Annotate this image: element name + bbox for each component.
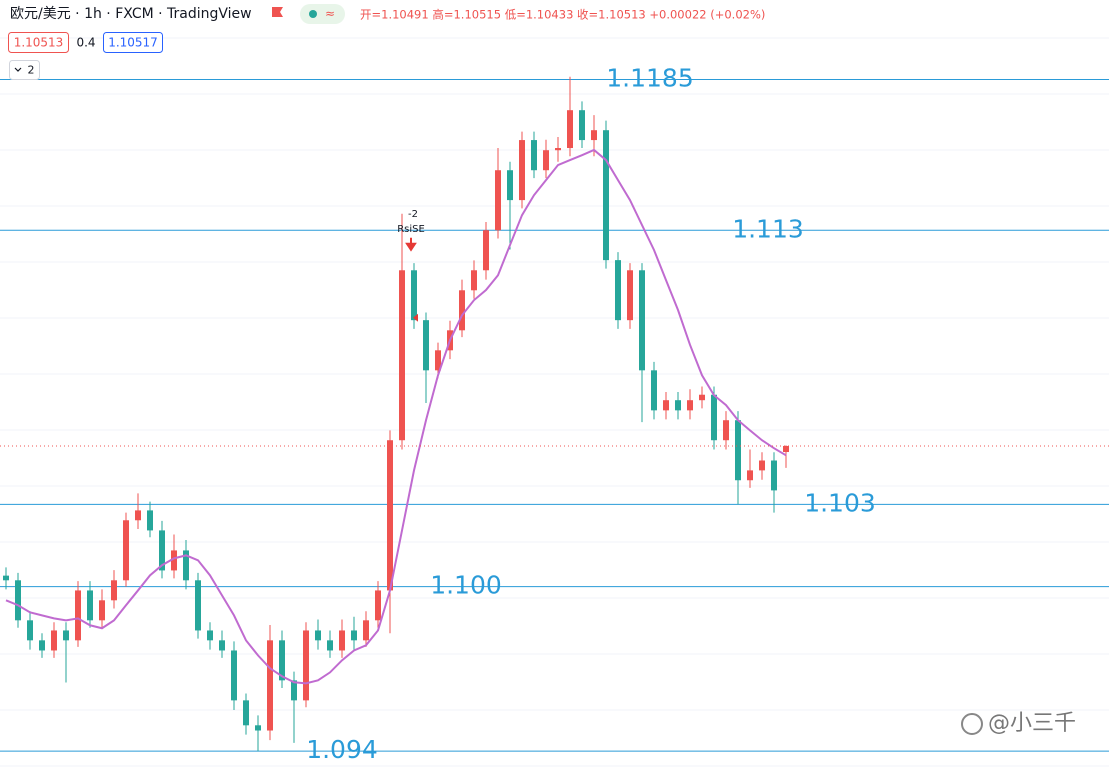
chart-title: 欧元/美元 · 1h · FXCM · TradingView <box>10 6 252 22</box>
candle-body <box>411 270 417 321</box>
candle-body <box>591 130 597 141</box>
candle-body <box>207 630 213 641</box>
candle-body <box>615 260 621 321</box>
candle-body <box>279 640 285 681</box>
candle-body <box>183 550 189 581</box>
candle-body <box>495 170 501 231</box>
candle-body <box>387 440 393 591</box>
candle-body <box>519 140 525 201</box>
candle-body <box>291 680 297 701</box>
candle-body <box>135 510 141 521</box>
flag-icon <box>272 7 283 17</box>
signal-arrow <box>405 237 417 252</box>
candle-body <box>27 620 33 641</box>
candle-body <box>363 620 369 641</box>
candle-body <box>159 530 165 571</box>
candle-body <box>471 270 477 291</box>
signal-label: RsiSE <box>397 224 425 235</box>
plot: 1.1185 1.113 1.103 1.100 1.094 -2 RsiSE <box>0 37 1109 767</box>
bid-price: 1.10513 <box>14 36 64 50</box>
chevron <box>14 67 22 72</box>
candle-body <box>123 520 129 581</box>
candle-body <box>423 320 429 371</box>
candle-body <box>567 110 573 149</box>
candle-body <box>507 170 513 201</box>
candle-body <box>723 420 729 441</box>
ohlc-legend: 开=1.10491 高=1.10515 低=1.10433 收=1.10513 … <box>360 8 765 22</box>
candle-body <box>195 580 201 631</box>
candle-body <box>603 130 609 261</box>
ask-box[interactable] <box>103 32 163 53</box>
candle-body <box>675 400 681 411</box>
level-label: 1.103 <box>804 488 876 517</box>
candle-body <box>399 270 405 441</box>
candle-body <box>351 630 357 641</box>
status-icon: ≈ <box>325 7 335 21</box>
candle-body <box>375 590 381 621</box>
ask-price: 1.10517 <box>108 36 158 50</box>
candle-body <box>63 630 69 641</box>
candle-body <box>219 640 225 651</box>
signal-value: -2 <box>408 209 418 220</box>
header: 欧元/美元 · 1h · FXCM · TradingView ≈ 开=1.10… <box>8 4 765 80</box>
candle-body <box>759 460 765 471</box>
status-pill <box>300 4 345 24</box>
candle-body <box>435 350 441 371</box>
signal-marker <box>413 313 418 322</box>
candle-body <box>39 640 45 651</box>
candle-body <box>147 510 153 531</box>
candle-body <box>663 400 669 411</box>
candle-body <box>735 420 741 481</box>
candle-body <box>543 150 549 171</box>
level-label: 1.094 <box>306 735 378 764</box>
level-label: 1.1185 <box>606 63 693 92</box>
candle-body <box>15 580 21 621</box>
watermark-icon <box>961 713 983 735</box>
level-label: 1.100 <box>430 571 502 600</box>
candle-body <box>51 630 57 651</box>
candle-body <box>231 650 237 701</box>
watermark: @小三千 <box>961 711 1076 736</box>
candle-body <box>303 630 309 701</box>
candle-body <box>483 230 489 271</box>
candle-body <box>579 110 585 141</box>
level-label: 1.113 <box>732 214 804 243</box>
bid-box[interactable] <box>8 32 69 53</box>
candle-body <box>75 590 81 641</box>
candle-body <box>315 630 321 641</box>
indicator-toggle[interactable] <box>9 60 40 80</box>
candle-body <box>699 394 705 401</box>
candle-body <box>255 725 261 731</box>
watermark-text: @小三千 <box>988 711 1076 736</box>
status-dot <box>309 10 317 18</box>
spread: 0.4 <box>76 36 95 50</box>
candle-body <box>639 270 645 371</box>
candle-body <box>711 394 717 441</box>
candle-body <box>459 290 465 331</box>
candle-body <box>687 400 693 411</box>
candle-body <box>99 600 105 621</box>
candle-body <box>243 700 249 726</box>
candle-body <box>747 470 753 481</box>
candle-body <box>267 640 273 731</box>
candle-body <box>3 575 9 581</box>
candle-body <box>339 630 345 651</box>
candle-body <box>627 270 633 321</box>
candle-body <box>783 445 789 453</box>
candle-body <box>651 370 657 411</box>
candle-body <box>531 140 537 171</box>
candle-body <box>87 590 93 621</box>
indicator-count: 2 <box>28 64 35 77</box>
candle-body <box>111 580 117 601</box>
candle-body <box>555 148 561 151</box>
moving-average <box>5 148 787 685</box>
candle-body <box>771 460 777 491</box>
candle-body <box>171 550 177 571</box>
candle-body <box>327 640 333 651</box>
